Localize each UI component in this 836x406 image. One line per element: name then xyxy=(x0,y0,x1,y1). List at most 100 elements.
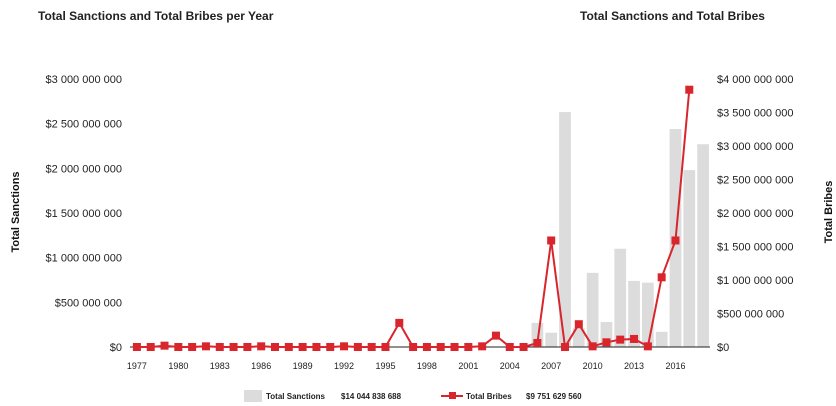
sanctions-bar-2017 xyxy=(683,170,696,347)
bribes-marker-1990 xyxy=(312,343,321,351)
bribes-marker-1980 xyxy=(174,343,183,351)
left-y-tick-label: $3 000 000 000 xyxy=(46,74,122,86)
left-axis-ticks: $0 $500 000 000 $1 000 000 000 $1 500 000 0… xyxy=(46,74,122,354)
right-y-tick-label: $1 000 000 000 xyxy=(717,275,793,287)
x-tick-label: 1977 xyxy=(127,361,147,371)
bribes-marker-1983 xyxy=(215,343,224,351)
x-tick-label: 1992 xyxy=(334,361,354,371)
x-tick-label: 1989 xyxy=(293,361,313,371)
bribes-marker-1989 xyxy=(298,343,307,351)
left-y-tick-label: $2 500 000 000 xyxy=(46,119,122,131)
bribes-marker-2014 xyxy=(643,342,652,351)
bribes-marker-1988 xyxy=(284,343,293,351)
bribes-marker-2005 xyxy=(519,343,528,351)
left-chart-title: Total Sanctions and Total Bribes per Yea… xyxy=(38,9,274,23)
bribes-marker-1984 xyxy=(229,343,238,351)
left-y-tick-label: $500 000 000 xyxy=(55,297,122,309)
bribes-marker-2017 xyxy=(685,85,694,94)
bribes-marker-1982 xyxy=(201,342,210,351)
left-axis-title: Total Sanctions xyxy=(10,171,22,252)
bribes-marker-2012 xyxy=(616,335,625,344)
legend: Total Sanctions $14 044 838 688 Total Br… xyxy=(0,390,836,406)
bribes-marker-1995 xyxy=(381,343,390,351)
bribes-marker-2001 xyxy=(464,343,473,351)
left-y-tick-label: $1 000 000 000 xyxy=(46,253,122,265)
sanctions-bars xyxy=(531,112,709,347)
bribes-marker-1978 xyxy=(146,343,155,351)
bribes-marker-1999 xyxy=(436,343,445,351)
sanctions-bar-2009 xyxy=(572,328,585,347)
right-y-tick-label: $2 000 000 000 xyxy=(717,208,793,220)
bribes-marker-2015 xyxy=(657,273,666,282)
right-y-tick-label: $1 500 000 000 xyxy=(717,242,793,254)
bribes-marker-1991 xyxy=(326,343,335,351)
right-y-tick-label: $0 xyxy=(717,342,729,354)
sanctions-bar-2011 xyxy=(600,321,613,347)
left-y-tick-label: $1 500 000 000 xyxy=(46,208,122,220)
bribes-marker-2010 xyxy=(588,342,597,351)
bribes-legend-label: Total Bribes xyxy=(466,392,512,401)
bribes-marker-2004 xyxy=(505,343,514,351)
right-axis-ticks: $0 $500 000 000 $1 000 000 000 $1 500 000 0… xyxy=(717,74,793,354)
sanctions-bar-2018 xyxy=(697,144,709,347)
bribes-marker-1977 xyxy=(132,343,141,351)
bribes-marker-2009 xyxy=(574,320,583,329)
bribes-marker-1994 xyxy=(367,343,376,351)
x-tick-label: 2007 xyxy=(541,361,561,371)
left-y-tick-label: $2 000 000 000 xyxy=(46,163,122,175)
bribes-marker-1981 xyxy=(188,343,197,351)
bribes-marker-2011 xyxy=(602,338,611,347)
bribes-marker-1979 xyxy=(160,341,169,350)
x-tick-label: 1998 xyxy=(417,361,437,371)
bribes-marker-2003 xyxy=(491,331,500,340)
x-tick-label: 2013 xyxy=(624,361,644,371)
bribes-marker-2016 xyxy=(671,236,680,245)
bribes-marker-1985 xyxy=(243,343,252,351)
bribes-marker-2002 xyxy=(478,342,487,351)
bribes-marker-2000 xyxy=(450,343,459,351)
bribes-marker-1997 xyxy=(409,343,418,351)
x-tick-label: 1986 xyxy=(251,361,271,371)
x-tick-label: 1983 xyxy=(210,361,230,371)
right-y-tick-label: $500 000 000 xyxy=(717,309,784,321)
right-axis-title: Total Bribes xyxy=(823,181,835,244)
bribes-marker-2007 xyxy=(547,236,556,245)
x-tick-label: 1995 xyxy=(375,361,395,371)
sanctions-bar-2007 xyxy=(545,332,558,347)
right-y-tick-label: $3 500 000 000 xyxy=(717,108,793,120)
right-y-tick-label: $2 500 000 000 xyxy=(717,175,793,187)
bribes-line xyxy=(136,89,691,348)
bribes-marker-1996 xyxy=(395,318,404,327)
bribes-marker-1986 xyxy=(257,342,266,351)
x-tick-label: 2010 xyxy=(583,361,603,371)
bribes-legend-total: $9 751 629 560 xyxy=(526,392,582,401)
x-tick-label: 2016 xyxy=(665,361,685,371)
right-chart-title: Total Sanctions and Total Bribes xyxy=(580,9,765,23)
bribes-marker-1987 xyxy=(271,343,279,351)
sanctions-bar-2013 xyxy=(628,280,640,347)
sanctions-bar-2010 xyxy=(586,272,599,347)
sanctions-bribes-chart: $0 $500 000 000 $1 000 000 000 $1 500 000 0… xyxy=(10,74,835,371)
bribes-line-series xyxy=(132,85,694,351)
sanctions-bar-2008 xyxy=(559,112,571,347)
bribes-marker-2013 xyxy=(630,334,639,343)
x-tick-label: 2004 xyxy=(500,361,520,371)
bribes-marker-1993 xyxy=(353,343,362,351)
right-y-tick-label: $3 000 000 000 xyxy=(717,141,793,153)
sanctions-legend-swatch xyxy=(244,390,262,402)
sanctions-bar-2015 xyxy=(655,331,668,347)
sanctions-bar-2014 xyxy=(641,282,654,347)
bribes-marker-1998 xyxy=(422,343,431,351)
sanctions-bar-2006 xyxy=(531,322,544,347)
sanctions-legend-total: $14 044 838 688 xyxy=(341,392,402,401)
sanctions-legend-label: Total Sanctions xyxy=(266,392,325,401)
right-y-tick-label: $4 000 000 000 xyxy=(717,74,793,86)
left-y-tick-label: $0 xyxy=(110,342,122,354)
x-tick-label: 1980 xyxy=(168,361,188,371)
x-tick-label: 2001 xyxy=(458,361,478,371)
sanctions-bar-2012 xyxy=(614,248,627,347)
bribes-marker-2006 xyxy=(533,338,542,347)
bribes-marker-2008 xyxy=(561,343,569,351)
bribes-legend-marker xyxy=(449,392,456,399)
bribes-marker-1992 xyxy=(340,342,349,351)
